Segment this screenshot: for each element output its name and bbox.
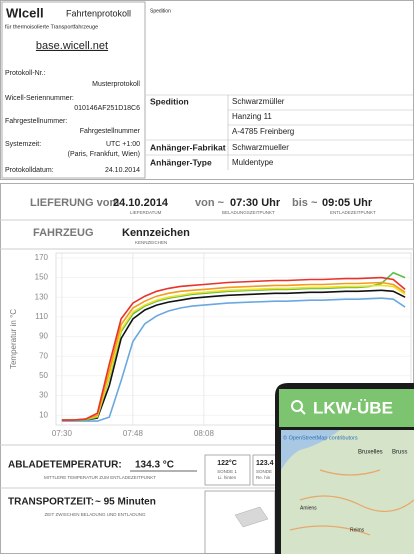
vehicle-plate: Kennzeichen — [122, 227, 190, 239]
probe-position: Re. hin — [256, 475, 271, 480]
place: Reims — [350, 527, 365, 533]
delivery-label: LIEFERUNG vom — [30, 197, 119, 209]
y-tick-label: 90 — [39, 332, 48, 341]
transport-label: TRANSPORTZEIT: — [8, 497, 94, 508]
y-tick-label: 30 — [39, 391, 48, 400]
shipper-heading: Spedition — [150, 8, 171, 14]
y-tick-label: 170 — [35, 253, 49, 262]
row-label: Anhänger-Type — [150, 157, 212, 167]
overlay-title: LKW-ÜBE — [313, 398, 393, 417]
attribution: © OpenStreetMap contributors — [283, 434, 358, 441]
y-tick-label: 50 — [39, 371, 48, 380]
x-tick-label: 07:48 — [123, 429, 144, 438]
probe-value: 122°C — [217, 459, 237, 467]
probe-value: 123.4 — [256, 460, 274, 467]
x-tick-label: 07:30 — [52, 429, 73, 438]
from-time: 07:30 Uhr — [230, 197, 281, 209]
field-label: Wicell-Seriennummer: — [5, 95, 74, 102]
probe-name: SONDE — [256, 469, 272, 474]
row-value: Muldentype — [232, 158, 274, 167]
field-value: 010146AF251D18C6 — [74, 105, 140, 112]
to-time: 09:05 Uhr — [322, 197, 373, 209]
y-tick-label: 70 — [39, 351, 48, 360]
y-axis-label: Temperatur in °C — [9, 309, 18, 369]
from-label: von ~ — [195, 197, 225, 209]
field-value: Fahrgestellnummer — [80, 128, 141, 135]
page: WIcell Fahrtenprotokoll für thermoisolie… — [0, 0, 414, 554]
y-tick-label: 110 — [35, 312, 48, 321]
row-value: Hanzing 11 — [232, 112, 272, 121]
unloading-label: ABLADETEMPERATUR: — [8, 460, 122, 471]
title: Fahrtenprotokoll — [66, 8, 131, 18]
field-label: Protokoll-Nr.: — [5, 70, 46, 77]
field-value: UTC +1:00 — [106, 141, 140, 148]
caption: MITTLERE TEMPERATUR ZUM ENTLADEZEITPUNKT — [44, 475, 156, 480]
map-overlay: LKW-ÜBE © OpenStreetMap contributors Bru… — [275, 383, 414, 554]
row-label: Anhänger-Fabrikat — [150, 142, 226, 152]
field-value: 24.10.2014 — [105, 167, 140, 174]
row-value: Schwarzmüller — [232, 97, 285, 106]
field-label: Fahrgestellnummer: — [5, 118, 67, 125]
link[interactable]: base.wicell.net — [36, 40, 108, 52]
y-tick-label: 150 — [35, 273, 49, 282]
row-value: A-4785 Freinberg — [232, 127, 294, 136]
y-tick-label: 10 — [39, 410, 48, 419]
caption: ZEIT ZWISCHEN BELADUNG UND ENTLADUNG — [45, 512, 146, 517]
place: Bruss — [392, 450, 407, 456]
caption: KENNZEICHEN — [135, 240, 167, 245]
delivery-date: 24.10.2014 — [113, 197, 169, 209]
place: Bruxelles — [358, 450, 383, 456]
subtitle: für thermoisolierte Transportfahrzeuge — [5, 24, 98, 30]
x-tick-label: 08:08 — [194, 429, 215, 438]
field-note: (Paris, Frankfurt, Wien) — [68, 151, 140, 158]
probe-position: Li. hinten — [218, 475, 237, 480]
unloading-value: 134.3 °C — [135, 460, 174, 471]
y-tick-label: 130 — [35, 292, 49, 301]
caption: LIEFERDATUM — [130, 210, 162, 215]
transport-value: ~ 95 Minuten — [95, 497, 156, 508]
field-label: Systemzeit: — [5, 141, 41, 148]
caption: ENTLADEZEITPUNKT — [330, 210, 376, 215]
brand: WIcell — [6, 5, 44, 20]
to-label: bis ~ — [292, 197, 318, 209]
row-label: Spedition — [150, 96, 189, 106]
place: Amiens — [300, 505, 317, 511]
caption: BELADUNGSZEITPUNKT — [222, 210, 275, 215]
field-label: Protokolldatum: — [5, 167, 54, 174]
vehicle-label: FAHRZEUG — [33, 227, 94, 239]
field-value: Musterprotokoll — [92, 81, 140, 88]
truck-icon — [235, 507, 268, 527]
probe-name: SONDE 1 — [217, 469, 237, 474]
row-value: Schwarzmueller — [232, 143, 289, 152]
